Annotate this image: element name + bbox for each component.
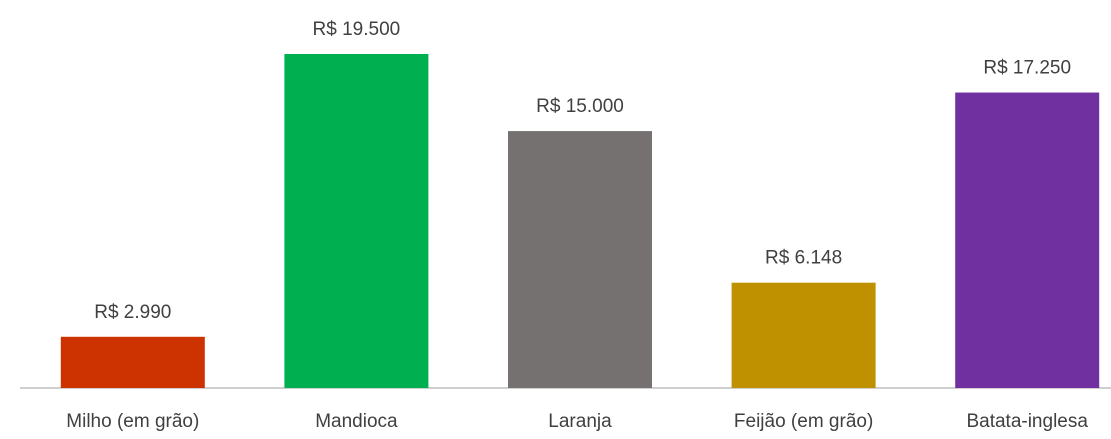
x-tick-label: Batata-inglesa [966, 411, 1088, 432]
bar [955, 92, 1100, 389]
data-label: R$ 19.500 [313, 19, 401, 40]
x-tick-label: Laranja [548, 411, 612, 432]
data-label: R$ 2.990 [94, 302, 171, 323]
x-tick-label: Mandioca [315, 411, 398, 432]
bar [731, 282, 876, 388]
bar [508, 131, 652, 389]
data-label: R$ 15.000 [536, 96, 624, 117]
data-label: R$ 17.250 [983, 58, 1071, 79]
bar [60, 336, 205, 388]
data-label: R$ 6.148 [765, 248, 842, 269]
bar [284, 54, 429, 388]
x-tick-label: Milho (em grão) [66, 411, 199, 432]
x-tick-label: Feijão (em grão) [734, 411, 873, 432]
